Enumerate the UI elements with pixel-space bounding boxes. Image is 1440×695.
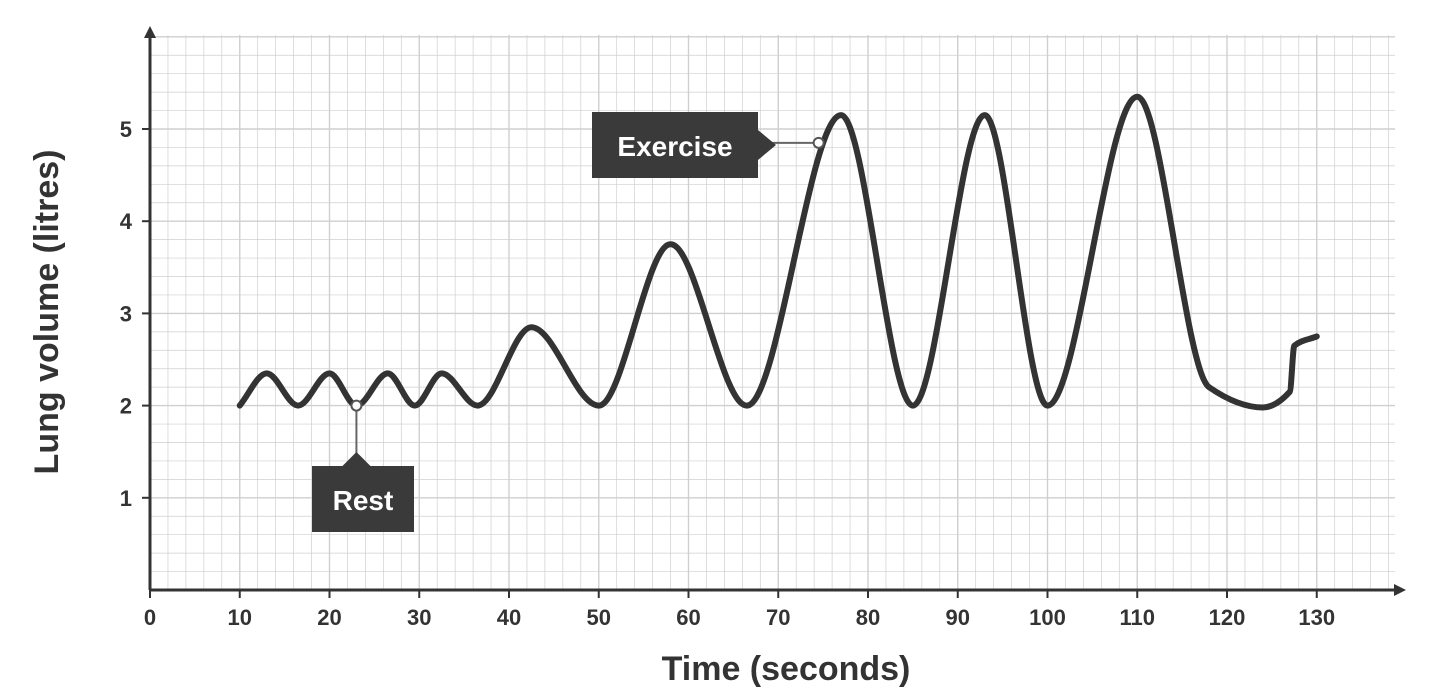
exercise-label-pointer bbox=[758, 130, 776, 160]
x-tick-label: 130 bbox=[1298, 605, 1335, 630]
y-axis-arrow bbox=[144, 26, 156, 38]
x-axis-title: Time (seconds) bbox=[662, 650, 911, 688]
rest-label-pointer bbox=[342, 452, 371, 466]
exercise-callout: Exercise bbox=[592, 112, 825, 178]
y-tick-label: 3 bbox=[120, 301, 132, 326]
rest-label-box bbox=[312, 466, 414, 532]
rest-point-marker bbox=[350, 399, 363, 412]
x-tick-label: 70 bbox=[766, 605, 790, 630]
y-tick-label: 5 bbox=[120, 117, 132, 142]
y-tick-label: 2 bbox=[120, 394, 132, 419]
series-layer bbox=[236, 93, 1320, 411]
exercise-point-marker bbox=[812, 136, 825, 149]
x-tick-label: 120 bbox=[1209, 605, 1246, 630]
lung-volume-line bbox=[236, 93, 1320, 411]
x-tick-label: 20 bbox=[317, 605, 341, 630]
y-tick-label: 4 bbox=[120, 209, 133, 234]
x-tick-label: 60 bbox=[676, 605, 700, 630]
x-tick-label: 80 bbox=[856, 605, 880, 630]
x-axis-arrow bbox=[1394, 584, 1406, 596]
axis-layer: 0 10 20 30 40 50 60 70 80 90 100 110 120 130 1 2 3 4 5 bbox=[120, 26, 1406, 630]
x-tick-label: 40 bbox=[497, 605, 521, 630]
y-tick-label: 1 bbox=[120, 486, 132, 511]
x-tick-label: 90 bbox=[946, 605, 970, 630]
annotation-layer: Exercise Rest bbox=[312, 112, 825, 532]
exercise-label-box bbox=[592, 112, 758, 178]
rest-label: Rest bbox=[333, 485, 394, 516]
x-tick-label: 10 bbox=[228, 605, 252, 630]
x-tick-label: 0 bbox=[144, 605, 156, 630]
x-tick-label: 110 bbox=[1120, 605, 1156, 630]
x-tick-label: 50 bbox=[587, 605, 611, 630]
x-tick-label: 30 bbox=[407, 605, 431, 630]
exercise-label: Exercise bbox=[617, 131, 732, 162]
rest-callout: Rest bbox=[312, 399, 414, 532]
x-tick-label: 100 bbox=[1029, 605, 1066, 630]
y-axis-title: Lung volume (litres) bbox=[28, 150, 66, 475]
